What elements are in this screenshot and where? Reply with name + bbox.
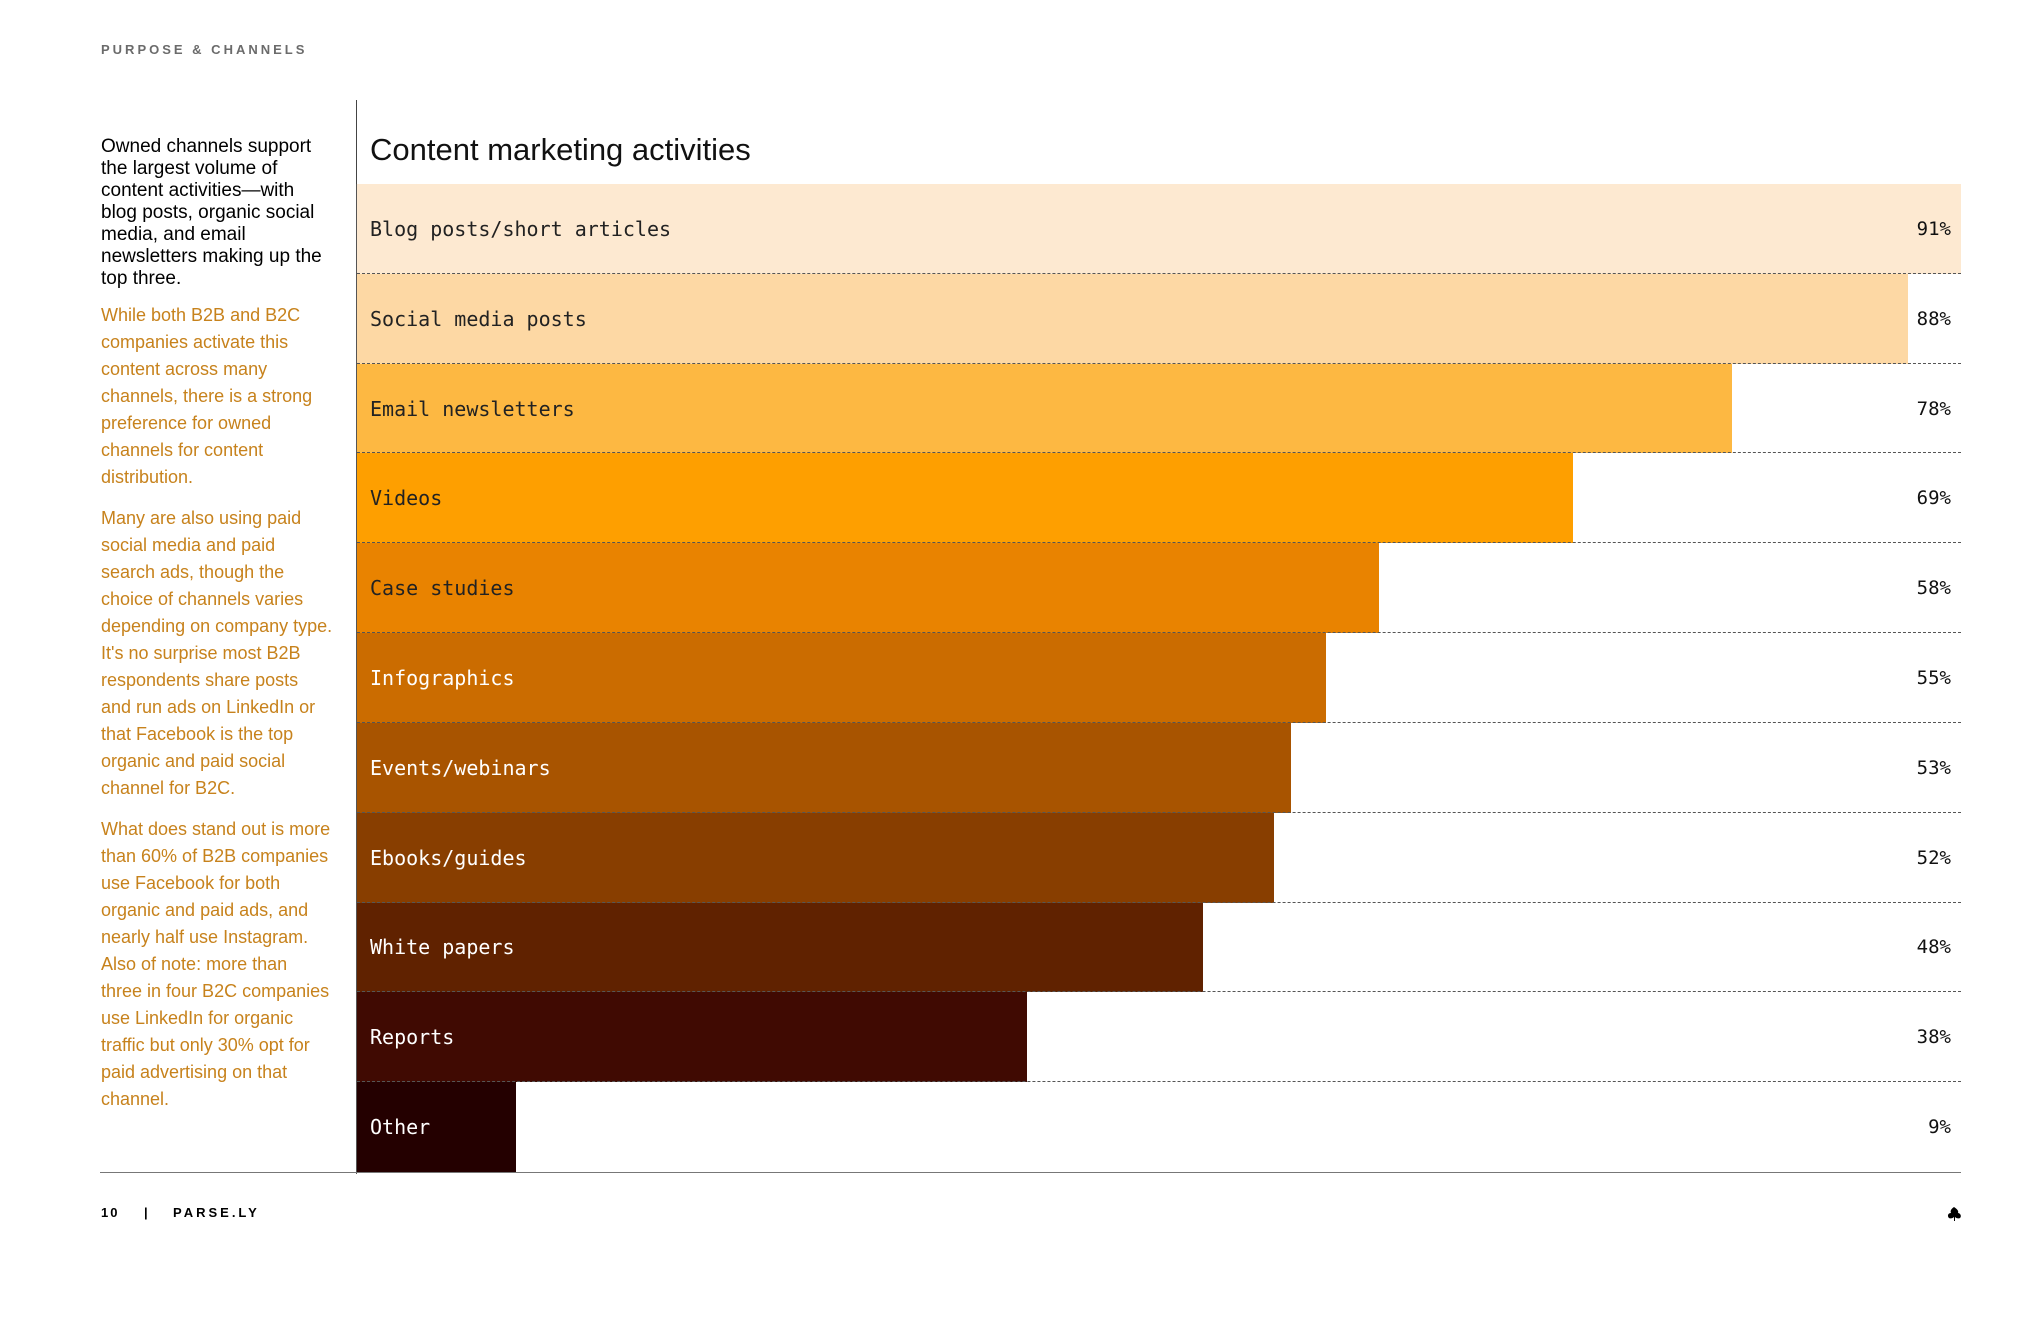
- row-separator: [357, 542, 1961, 544]
- category-label: Events/webinars: [370, 755, 551, 780]
- chart-title: Content marketing activities: [370, 132, 751, 167]
- value-label: 48%: [1916, 936, 1951, 959]
- row-separator: [357, 901, 1961, 903]
- intro-paragraph-3: What does stand out is more than 60% of …: [101, 819, 331, 1109]
- footer-separator: |: [144, 1205, 148, 1220]
- page-number: 10: [101, 1205, 120, 1220]
- bar: [357, 184, 1961, 274]
- bar: [357, 363, 1732, 454]
- row-separator: [357, 632, 1961, 634]
- category-label: Infographics: [370, 665, 515, 690]
- value-label: 38%: [1916, 1026, 1951, 1049]
- value-label: 91%: [1916, 217, 1951, 240]
- bar: [357, 722, 1292, 813]
- category-label: Videos: [370, 486, 443, 511]
- footer-brand: PARSE.LY: [173, 1205, 260, 1220]
- bar: [357, 812, 1274, 903]
- intro-text: Owned channels support the largest volum…: [101, 136, 333, 1127]
- bar-row: Videos 69%: [357, 453, 1961, 544]
- section-label: PURPOSE & CHANNELS: [101, 42, 308, 57]
- bar-row: Social media posts 88%: [357, 273, 1961, 364]
- value-label: 69%: [1916, 487, 1951, 510]
- bar-row: Other 9%: [357, 1082, 1961, 1172]
- value-label: 58%: [1916, 577, 1951, 600]
- bar: [357, 453, 1574, 544]
- value-label: 9%: [1928, 1116, 1951, 1139]
- bar: [357, 633, 1327, 723]
- intro-paragraph-1: While both B2B and B2C companies activat…: [101, 305, 313, 487]
- row-separator: [357, 721, 1961, 723]
- category-label: Blog posts/short articles: [370, 216, 672, 241]
- bar-row: Email newsletters 78%: [357, 363, 1961, 454]
- category-label: White papers: [370, 935, 515, 960]
- bar-row: Infographics 55%: [357, 633, 1961, 723]
- category-label: Email newsletters: [370, 396, 575, 421]
- bar: [357, 543, 1380, 634]
- row-separator: [357, 811, 1961, 813]
- row-separator: [357, 452, 1961, 454]
- chart-baseline: [100, 1172, 1961, 1173]
- category-label: Social media posts: [370, 306, 587, 331]
- value-label: 78%: [1916, 397, 1951, 420]
- row-separator: [357, 1081, 1961, 1083]
- intro-paragraph-2: Many are also using paid social media an…: [101, 508, 333, 798]
- bar-row: Events/webinars 53%: [357, 722, 1961, 813]
- value-label: 55%: [1916, 666, 1951, 689]
- bar-row: Reports 38%: [357, 992, 1961, 1083]
- bar-row: Blog posts/short articles 91%: [357, 184, 1961, 274]
- bar-row: Case studies 58%: [357, 543, 1961, 634]
- intro-lead: Owned channels support the largest volum…: [101, 136, 322, 289]
- row-separator: [357, 272, 1961, 274]
- row-separator: [357, 362, 1961, 364]
- value-label: 52%: [1916, 846, 1951, 869]
- bar: [357, 902, 1204, 993]
- bar-row: Ebooks/guides 52%: [357, 812, 1961, 903]
- value-label: 88%: [1916, 307, 1951, 330]
- bar: [357, 992, 1027, 1083]
- value-label: 53%: [1916, 756, 1951, 779]
- bar: [357, 1082, 516, 1172]
- bar-chart: Blog posts/short articles 91% Social media…: [357, 184, 1961, 1172]
- category-label: Other: [370, 1115, 431, 1140]
- chart-axis: [356, 184, 357, 1174]
- category-label: Case studies: [370, 576, 515, 601]
- bar-row: White papers 48%: [357, 902, 1961, 993]
- bar: [357, 273, 1909, 364]
- row-separator: [357, 991, 1961, 993]
- category-label: Reports: [370, 1025, 455, 1050]
- category-label: Ebooks/guides: [370, 845, 527, 870]
- parsely-leaf-icon: [1947, 1207, 1961, 1221]
- title-divider: [356, 100, 357, 184]
